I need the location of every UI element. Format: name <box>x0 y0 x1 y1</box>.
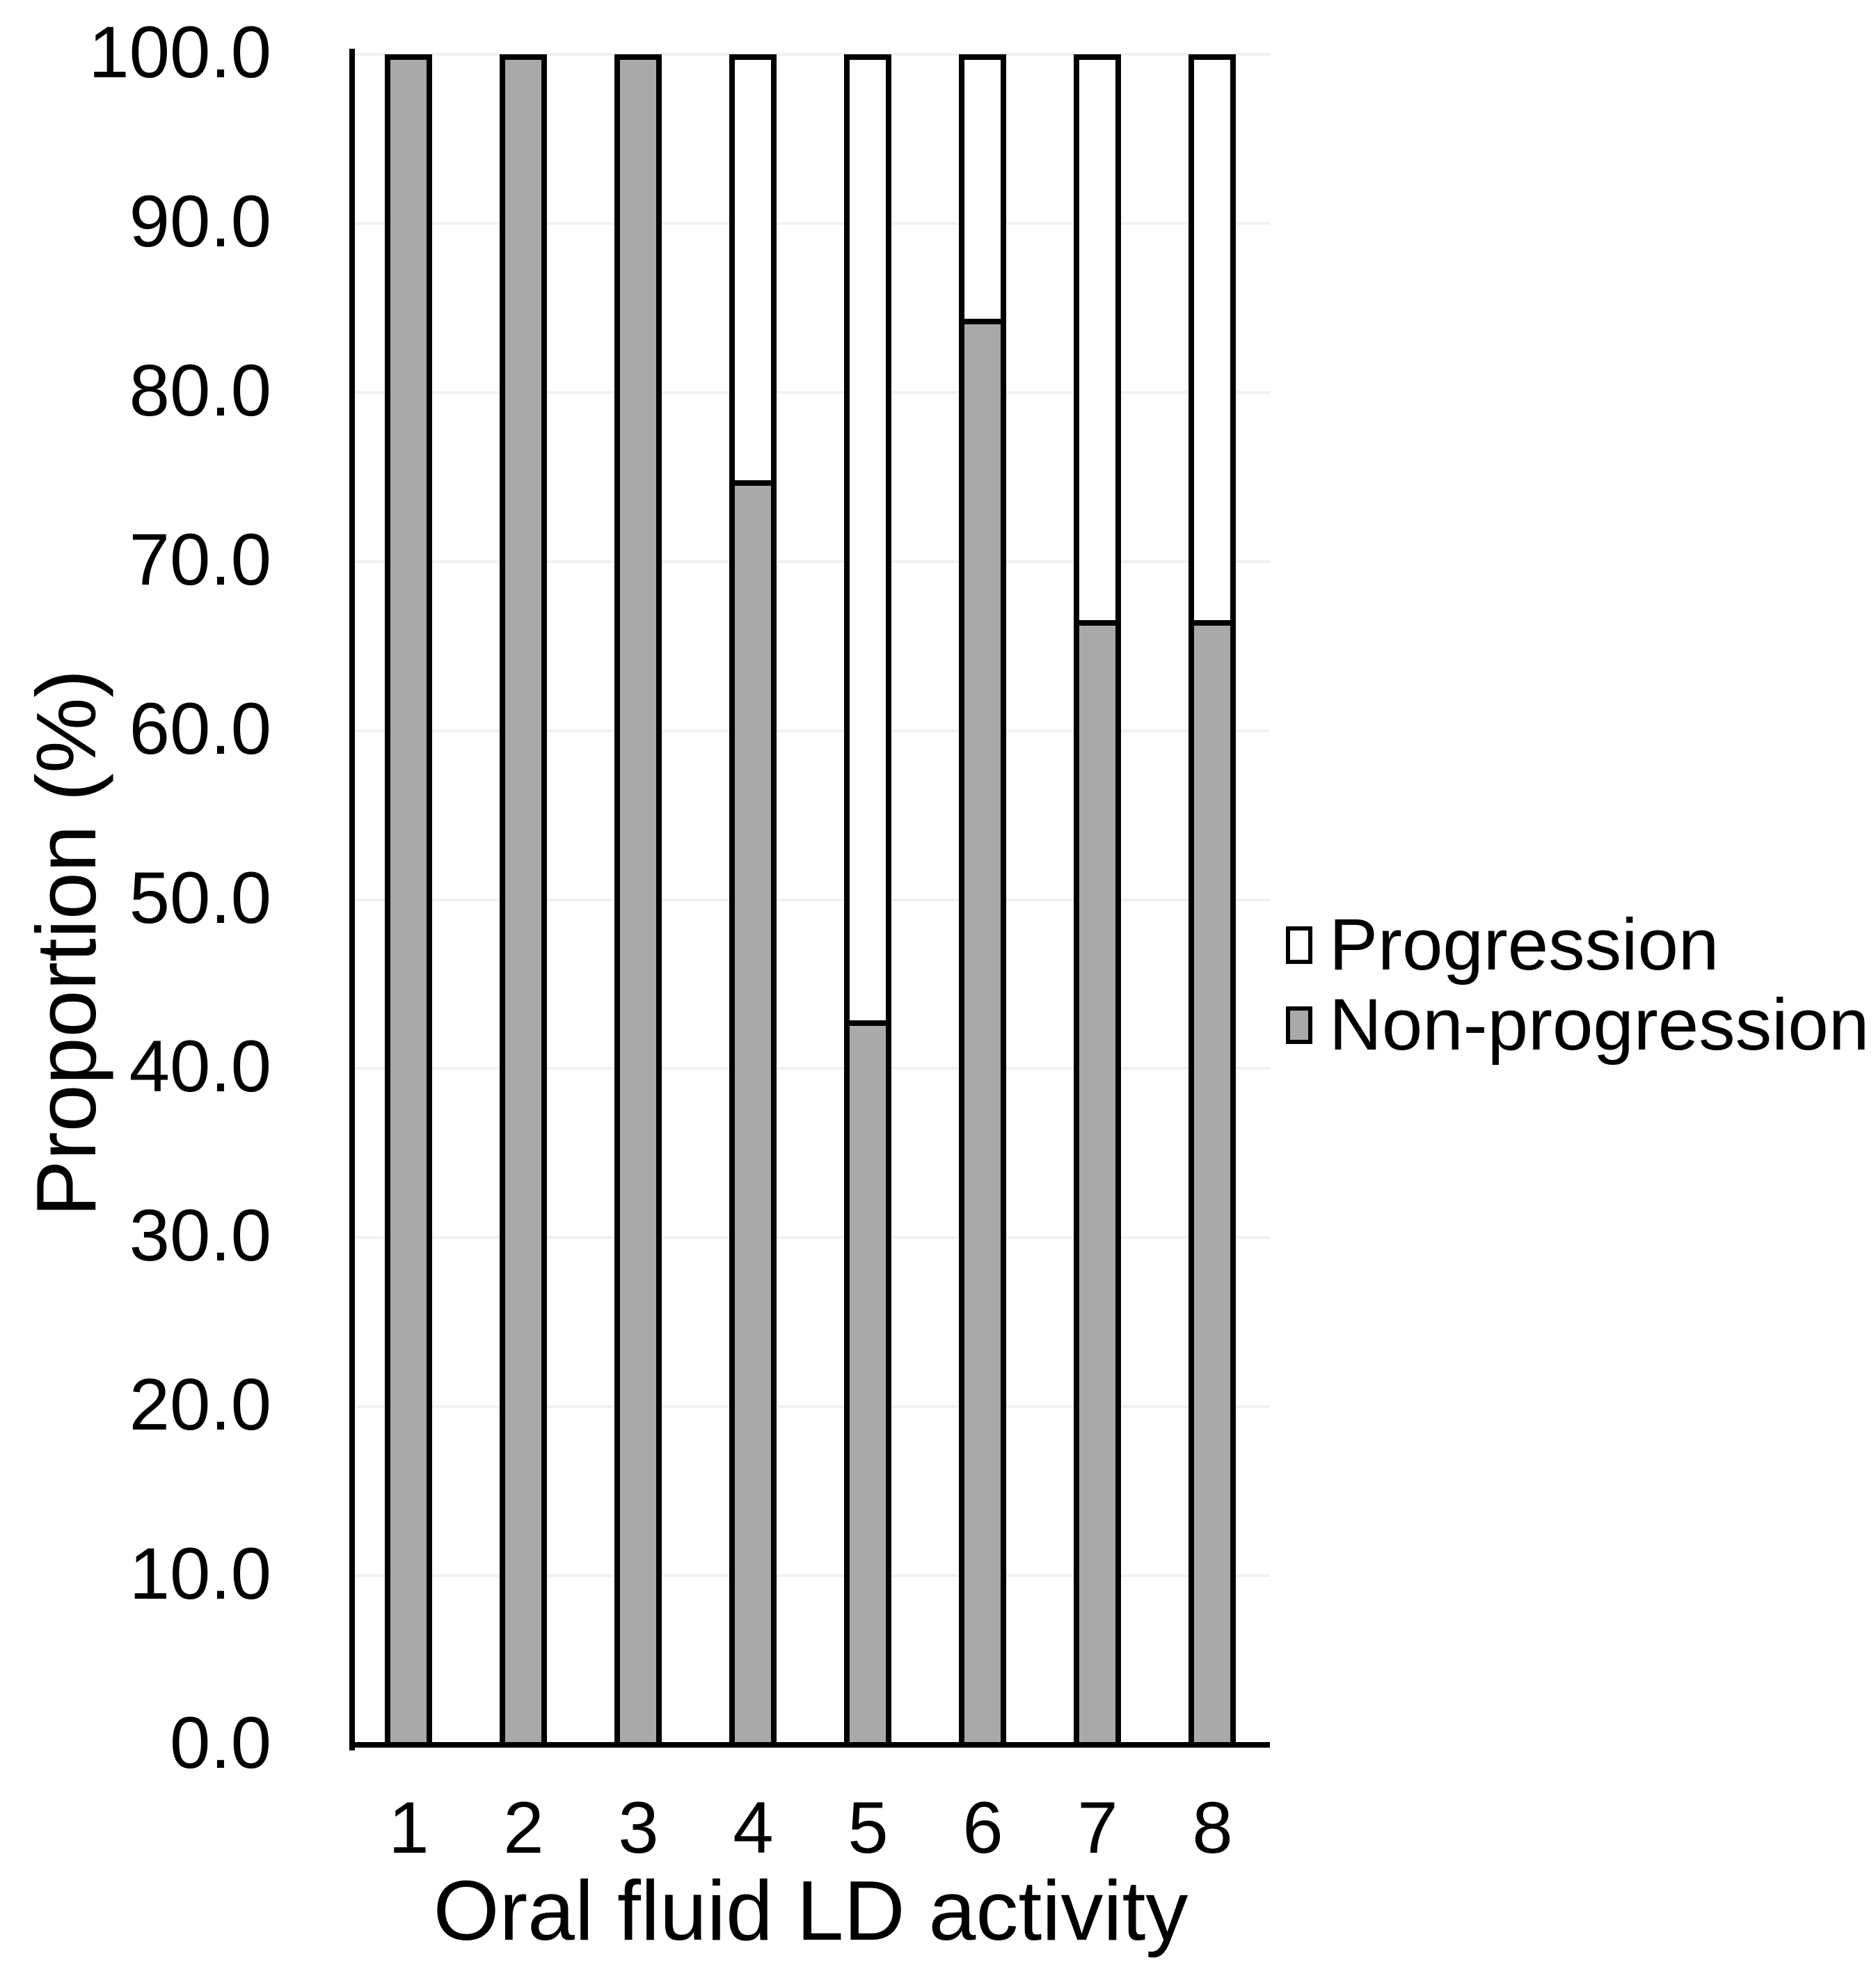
gridline <box>352 222 1270 225</box>
bar-segment-non-progression <box>505 60 541 1742</box>
bar-segment-non-progression <box>1194 620 1230 1742</box>
bar-category-7 <box>1074 54 1121 1748</box>
gridline <box>352 899 1270 901</box>
y-tick-label: 0.0 <box>170 1702 271 1784</box>
y-tick-label: 80.0 <box>129 350 271 432</box>
bar-category-5 <box>844 54 891 1748</box>
legend-swatch-non-progression <box>1286 1006 1312 1044</box>
x-tick-label: 8 <box>1192 1787 1233 1869</box>
bar-segment-non-progression <box>390 60 427 1742</box>
y-tick-label: 100.0 <box>88 12 271 93</box>
legend-item: Progression <box>1286 905 1719 985</box>
legend-label: Non-progression <box>1329 984 1870 1066</box>
y-tick-label: 90.0 <box>129 181 271 262</box>
legend-swatch-progression <box>1286 926 1312 964</box>
y-tick-label: 20.0 <box>129 1364 271 1446</box>
bar-segment-non-progression <box>620 60 656 1742</box>
x-tick-label: 6 <box>962 1787 1003 1869</box>
gridline <box>352 560 1270 563</box>
bar-segment-non-progression <box>735 480 771 1742</box>
bar-category-1 <box>385 54 432 1748</box>
gridline <box>352 1236 1270 1239</box>
y-tick-label: 40.0 <box>129 1026 271 1107</box>
y-tick-label: 50.0 <box>129 857 271 939</box>
gridline <box>352 53 1270 56</box>
bar-segment-non-progression <box>850 1020 886 1742</box>
gridline <box>352 391 1270 394</box>
y-axis-line <box>349 49 355 1750</box>
bar-category-2 <box>500 54 547 1748</box>
bar-category-4 <box>729 54 777 1748</box>
legend-item: Non-progression <box>1286 985 1869 1065</box>
x-tick-label: 7 <box>1077 1787 1118 1869</box>
x-tick-label: 5 <box>848 1787 889 1869</box>
x-tick-label: 2 <box>503 1787 544 1869</box>
bar-segment-non-progression <box>1079 620 1115 1742</box>
gridline <box>352 1574 1270 1577</box>
y-tick-label: 30.0 <box>129 1195 271 1276</box>
bar-category-6 <box>959 54 1006 1748</box>
legend-label: Progression <box>1329 904 1719 986</box>
x-axis-title: Oral fluid LD activity <box>433 1863 1189 1958</box>
y-tick-label: 70.0 <box>129 519 271 601</box>
bar-segment-non-progression <box>964 319 1001 1742</box>
gridline <box>352 729 1270 732</box>
x-tick-label: 1 <box>388 1787 429 1869</box>
x-tick-label: 3 <box>618 1787 659 1869</box>
x-tick-label: 4 <box>733 1787 774 1869</box>
bar-category-3 <box>614 54 662 1748</box>
y-tick-label: 10.0 <box>129 1533 271 1615</box>
y-tick-label: 60.0 <box>129 688 271 770</box>
x-axis-line <box>349 1742 1270 1748</box>
gridline <box>352 1405 1270 1408</box>
gridline <box>352 1067 1270 1070</box>
bar-category-8 <box>1189 54 1236 1748</box>
